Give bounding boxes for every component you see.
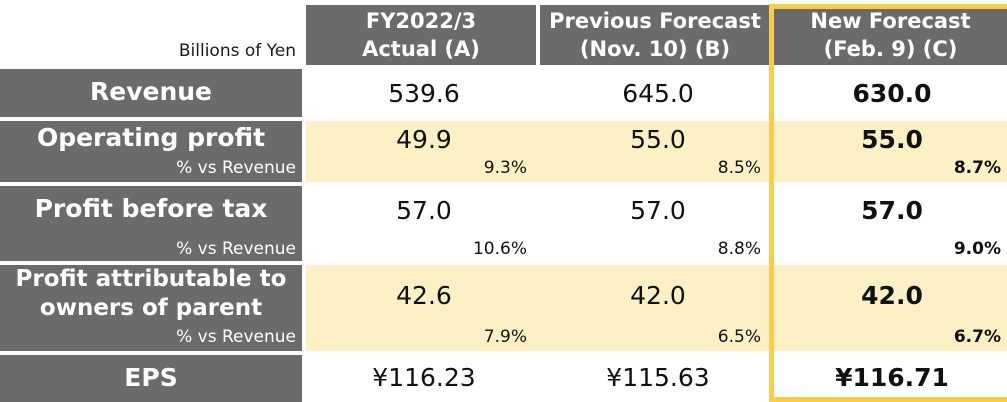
- row-label-profit-attributable-line1: Profit attributable to: [15, 266, 287, 292]
- profit-attributable-pct-previous: 6.5%: [717, 327, 761, 347]
- col-header-previous-line1: Previous Forecast: [549, 9, 761, 33]
- profit-before-tax-pct-new: 9.0%: [953, 239, 1001, 259]
- col-header-actual-line2: Actual (A): [362, 37, 480, 61]
- profit-before-tax-previous: 57.0: [630, 196, 686, 225]
- profit-attributable-new: 42.0: [861, 281, 923, 310]
- col-header-previous-forecast: Previous Forecast (Nov. 10) (B): [540, 5, 770, 65]
- col-header-actual: FY2022/3 Actual (A): [306, 5, 536, 65]
- revenue-new: 630.0: [852, 79, 932, 108]
- profit-attributable-actual: 42.6: [396, 281, 452, 310]
- table-row-profit-before-tax: 57.0 57.0 57.0 10.6% 8.8% 9.0%: [306, 186, 1007, 261]
- operating-profit-pct-previous: 8.5%: [717, 158, 761, 178]
- profit-attributable-pct-new: 6.7%: [953, 327, 1001, 347]
- operating-profit-new: 55.0: [861, 125, 923, 154]
- col-header-new-line1: New Forecast: [810, 9, 971, 33]
- col-header-new-forecast: New Forecast (Feb. 9) (C): [774, 5, 1007, 65]
- row-label-profit-attributable: Profit attributable to owners of parent …: [0, 265, 302, 351]
- eps-previous: ¥115.63: [606, 363, 710, 392]
- row-label-revenue: Revenue: [0, 69, 302, 117]
- eps-new: ¥116.71: [835, 363, 949, 392]
- row-sublabel-profit-attributable: % vs Revenue: [176, 327, 296, 347]
- row-label-operating-profit-text: Operating profit: [36, 123, 266, 152]
- table-row-revenue: 539.6 645.0 630.0: [306, 69, 1007, 117]
- col-header-previous-line2: (Nov. 10) (B): [579, 37, 731, 61]
- col-header-actual-line1: FY2022/3: [365, 9, 477, 33]
- profit-before-tax-new: 57.0: [861, 196, 923, 225]
- row-label-eps-text: EPS: [124, 363, 178, 392]
- row-label-revenue-text: Revenue: [89, 77, 212, 106]
- row-sublabel-operating-profit: % vs Revenue: [176, 158, 296, 178]
- profit-before-tax-pct-previous: 8.8%: [717, 239, 761, 259]
- operating-profit-actual: 49.9: [396, 125, 452, 154]
- unit-label: Billions of Yen: [178, 41, 296, 61]
- row-sublabel-profit-before-tax: % vs Revenue: [176, 239, 296, 259]
- operating-profit-pct-new: 8.7%: [953, 158, 1001, 178]
- profit-before-tax-actual: 57.0: [396, 196, 452, 225]
- table-row-operating-profit: 49.9 55.0 55.0 9.3% 8.5% 8.7%: [306, 121, 1007, 182]
- row-label-eps: EPS: [0, 355, 302, 402]
- operating-profit-previous: 55.0: [630, 125, 686, 154]
- row-label-profit-attributable-line2: owners of parent: [39, 295, 263, 321]
- profit-attributable-previous: 42.0: [630, 281, 686, 310]
- operating-profit-pct-actual: 9.3%: [483, 158, 527, 178]
- row-label-profit-before-tax: Profit before tax % vs Revenue: [0, 186, 302, 261]
- row-label-profit-before-tax-text: Profit before tax: [34, 194, 268, 223]
- revenue-actual: 539.6: [388, 79, 460, 108]
- profit-before-tax-pct-actual: 10.6%: [472, 239, 527, 259]
- row-label-operating-profit: Operating profit % vs Revenue: [0, 121, 302, 182]
- table-row-eps: ¥116.23 ¥115.63 ¥116.71: [306, 355, 1007, 402]
- eps-actual: ¥116.23: [372, 363, 476, 392]
- table-row-profit-attributable: 42.6 42.0 42.0 7.9% 6.5% 6.7%: [306, 265, 1007, 351]
- revenue-previous: 645.0: [622, 79, 694, 108]
- profit-attributable-pct-actual: 7.9%: [483, 327, 527, 347]
- col-header-new-line2: (Feb. 9) (C): [823, 37, 958, 61]
